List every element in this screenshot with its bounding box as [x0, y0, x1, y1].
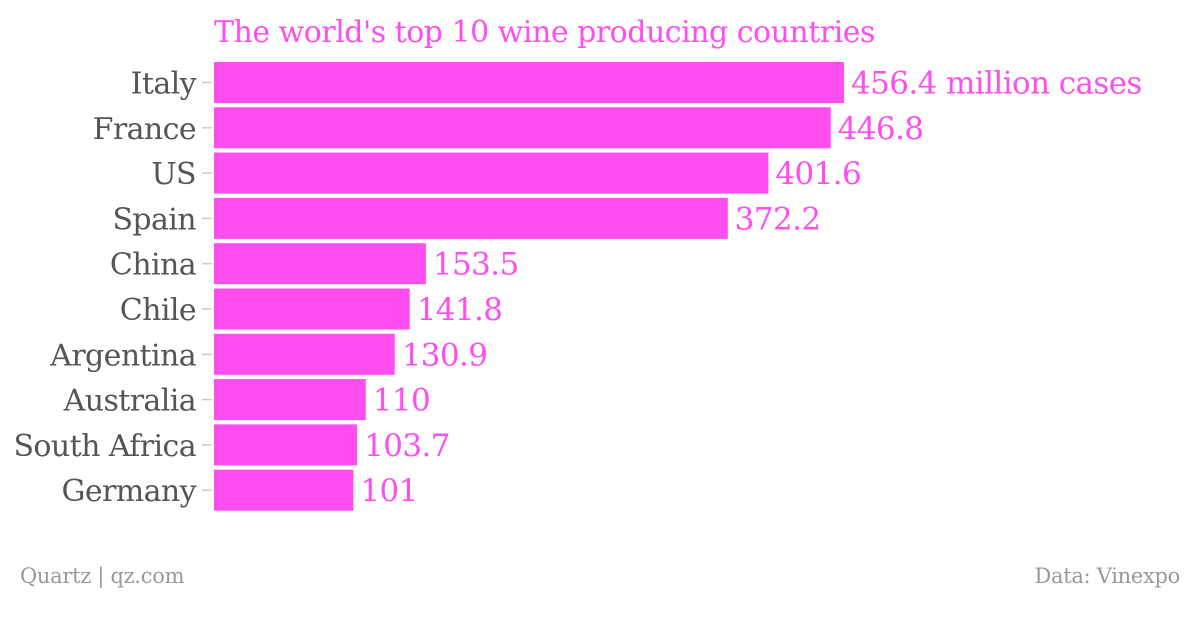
- value-label: 101: [360, 473, 417, 509]
- source-credit: Quartz | qz.com: [20, 564, 185, 589]
- data-source: Data: Vinexpo: [1034, 564, 1180, 588]
- bar-china: [214, 243, 426, 285]
- value-label: 153.5: [433, 247, 519, 283]
- category-label: Germany: [62, 474, 197, 509]
- category-label: France: [93, 112, 196, 147]
- category-label: US: [151, 157, 196, 192]
- category-label: Argentina: [49, 338, 196, 373]
- category-label: Chile: [120, 293, 196, 328]
- category-label: South Africa: [13, 429, 196, 464]
- category-label: Australia: [63, 384, 197, 419]
- bars-layer: Italy 456.4 million cases France 446.8 US 401…: [13, 62, 1142, 511]
- value-label: 372.2: [735, 201, 821, 237]
- category-label: China: [110, 248, 197, 283]
- category-label: Italy: [131, 67, 197, 102]
- category-label: Spain: [112, 202, 196, 237]
- bar-us: [214, 152, 769, 194]
- value-label: 456.4 million cases: [851, 66, 1142, 102]
- bar-italy: [214, 62, 844, 103]
- value-label: 446.8: [838, 111, 924, 147]
- value-label: 130.9: [402, 337, 488, 373]
- value-label: 401.6: [775, 156, 861, 192]
- bar-spain: [214, 197, 728, 239]
- bar-germany: [214, 469, 354, 511]
- chart-title: The world's top 10 wine producing countr…: [214, 15, 875, 50]
- value-label: 110: [373, 383, 430, 419]
- bar-france: [214, 107, 831, 149]
- value-label: 103.7: [364, 428, 450, 464]
- bar-australia: [214, 379, 366, 421]
- bar-argentina: [214, 333, 395, 375]
- bar-south-africa: [214, 424, 358, 466]
- value-label: 141.8: [417, 292, 503, 328]
- bar-chile: [214, 288, 410, 330]
